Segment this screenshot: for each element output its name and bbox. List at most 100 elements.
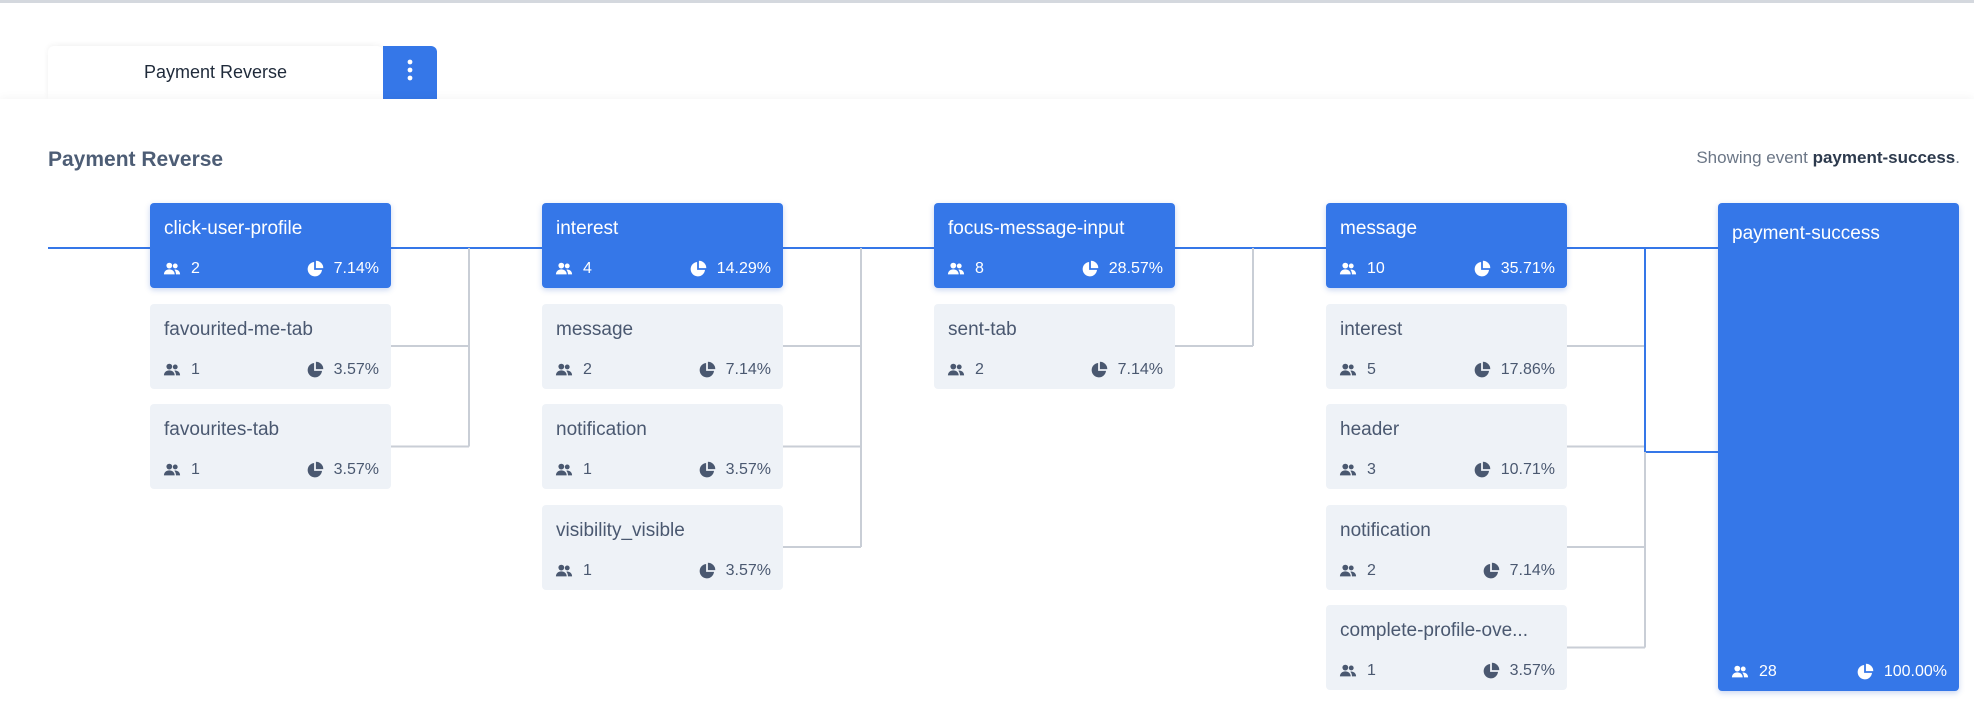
node-percent: 10.71% bbox=[1473, 461, 1555, 479]
panel-title: Payment Reverse bbox=[48, 148, 224, 171]
node-label: visibility_visible bbox=[556, 519, 685, 541]
top-divider bbox=[0, 0, 1974, 3]
node-users-count: 1 bbox=[583, 461, 592, 478]
pie-chart-icon bbox=[1482, 662, 1500, 680]
node-percent-value: 3.57% bbox=[333, 461, 379, 478]
kebab-menu-icon bbox=[407, 59, 413, 86]
pie-chart-icon bbox=[306, 361, 324, 379]
flow-node[interactable]: notification 2 7.14% bbox=[1326, 504, 1567, 590]
node-users: 2 bbox=[1339, 562, 1376, 580]
node-users: 2 bbox=[163, 260, 200, 278]
node-percent: 7.14% bbox=[306, 260, 379, 278]
node-users: 2 bbox=[555, 361, 592, 379]
flow-node[interactable]: message 2 7.14% bbox=[542, 303, 783, 389]
node-percent: 28.57% bbox=[1081, 260, 1163, 278]
flow-node-primary[interactable]: click-user-profile 2 7.14% bbox=[150, 203, 391, 288]
node-label: interest bbox=[556, 218, 619, 239]
node-percent: 7.14% bbox=[1482, 562, 1555, 580]
node-percent: 7.14% bbox=[698, 361, 771, 379]
node-users: 1 bbox=[555, 562, 592, 580]
flow-node-primary[interactable]: message 10 35.71% bbox=[1326, 203, 1567, 288]
node-percent-value: 3.57% bbox=[1509, 662, 1555, 679]
flow-node[interactable]: notification 1 3.57% bbox=[542, 404, 783, 489]
pie-chart-icon bbox=[1473, 361, 1491, 379]
node-percent: 7.14% bbox=[1090, 361, 1163, 379]
users-icon bbox=[555, 562, 573, 580]
node-percent-value: 28.57% bbox=[1108, 260, 1163, 277]
node-users-count: 1 bbox=[583, 561, 592, 579]
flow-node-final[interactable]: payment-success 28 100.00% bbox=[1718, 203, 1959, 691]
flow-node-primary[interactable]: interest 4 14.29% bbox=[542, 203, 783, 288]
users-icon bbox=[555, 361, 573, 379]
node-users-count: 1 bbox=[191, 360, 200, 378]
pie-chart-icon bbox=[1473, 461, 1491, 479]
flow-node[interactable]: complete-profile-ove... 1 3.57% bbox=[1326, 605, 1567, 690]
node-users: 1 bbox=[163, 461, 200, 479]
node-percent: 3.57% bbox=[1482, 662, 1555, 680]
node-users-count: 10 bbox=[1367, 260, 1385, 277]
node-label: message bbox=[1340, 218, 1418, 239]
node-label: focus-message-input bbox=[948, 218, 1125, 239]
node-users: 3 bbox=[1339, 461, 1376, 479]
node-percent-value: 7.14% bbox=[333, 260, 379, 277]
pie-chart-icon bbox=[698, 461, 716, 479]
node-label: header bbox=[1340, 419, 1400, 440]
node-percent-value: 7.14% bbox=[725, 360, 771, 378]
flow-node-primary[interactable]: focus-message-input 8 28.57% bbox=[934, 203, 1175, 288]
tab-label: Payment Reverse bbox=[143, 62, 288, 82]
flow-node[interactable]: favourites-tab 1 3.57% bbox=[150, 404, 391, 489]
node-users: 8 bbox=[947, 260, 984, 278]
node-percent: 3.57% bbox=[698, 461, 771, 479]
node-percent-value: 3.57% bbox=[333, 360, 379, 378]
tab-menu-button[interactable] bbox=[383, 46, 437, 99]
node-users-count: 1 bbox=[1367, 662, 1376, 679]
node-users-count: 2 bbox=[191, 260, 200, 277]
node-percent: 14.29% bbox=[689, 260, 771, 278]
users-icon bbox=[555, 461, 573, 479]
flow-node[interactable]: sent-tab 2 7.14% bbox=[934, 303, 1175, 389]
flow-node[interactable]: header 3 10.71% bbox=[1326, 404, 1567, 489]
users-icon bbox=[1339, 461, 1357, 479]
flow-node[interactable]: visibility_visible 1 3.57% bbox=[542, 504, 783, 590]
node-label: payment-success bbox=[1732, 223, 1880, 244]
node-percent: 3.57% bbox=[698, 562, 771, 580]
node-users-count: 8 bbox=[975, 260, 984, 277]
tab-payment-reverse[interactable]: Payment Reverse bbox=[48, 46, 383, 99]
node-label: message bbox=[556, 318, 634, 340]
pie-chart-icon bbox=[689, 260, 707, 278]
node-users: 4 bbox=[555, 260, 592, 278]
pie-chart-icon bbox=[306, 260, 324, 278]
showing-event-caption: Showing event payment-success. bbox=[1696, 148, 1960, 168]
flow-node[interactable]: favourited-me-tab 1 3.57% bbox=[150, 303, 391, 389]
node-label: favourites-tab bbox=[164, 419, 280, 440]
pie-chart-icon bbox=[306, 461, 324, 479]
pie-chart-icon bbox=[1473, 260, 1491, 278]
node-users: 28 bbox=[1731, 663, 1777, 681]
node-users-count: 3 bbox=[1367, 461, 1376, 478]
pie-chart-icon bbox=[1856, 663, 1874, 681]
node-label: interest bbox=[1340, 318, 1403, 340]
node-percent: 3.57% bbox=[306, 461, 379, 479]
users-icon bbox=[555, 260, 573, 278]
node-percent-value: 3.57% bbox=[725, 561, 771, 579]
users-icon bbox=[947, 260, 965, 278]
pie-chart-icon bbox=[1090, 361, 1108, 379]
node-users-count: 5 bbox=[1367, 360, 1376, 378]
node-percent-value: 100.00% bbox=[1883, 663, 1947, 680]
node-users-count: 1 bbox=[191, 461, 200, 478]
showing-event-name: payment-success bbox=[1812, 148, 1956, 167]
pie-chart-icon bbox=[1081, 260, 1099, 278]
pie-chart-icon bbox=[698, 562, 716, 580]
node-percent-value: 3.57% bbox=[725, 461, 771, 478]
node-users: 10 bbox=[1339, 260, 1385, 278]
node-users-count: 2 bbox=[583, 360, 592, 378]
flow-node[interactable]: interest 5 17.86% bbox=[1326, 303, 1567, 389]
node-users-count: 4 bbox=[583, 260, 592, 277]
users-icon bbox=[1731, 663, 1749, 681]
node-percent-value: 17.86% bbox=[1500, 360, 1555, 378]
node-users: 2 bbox=[947, 361, 984, 379]
users-icon bbox=[163, 260, 181, 278]
node-label: notification bbox=[1340, 519, 1431, 541]
node-users-count: 28 bbox=[1759, 663, 1777, 680]
pie-chart-icon bbox=[698, 361, 716, 379]
